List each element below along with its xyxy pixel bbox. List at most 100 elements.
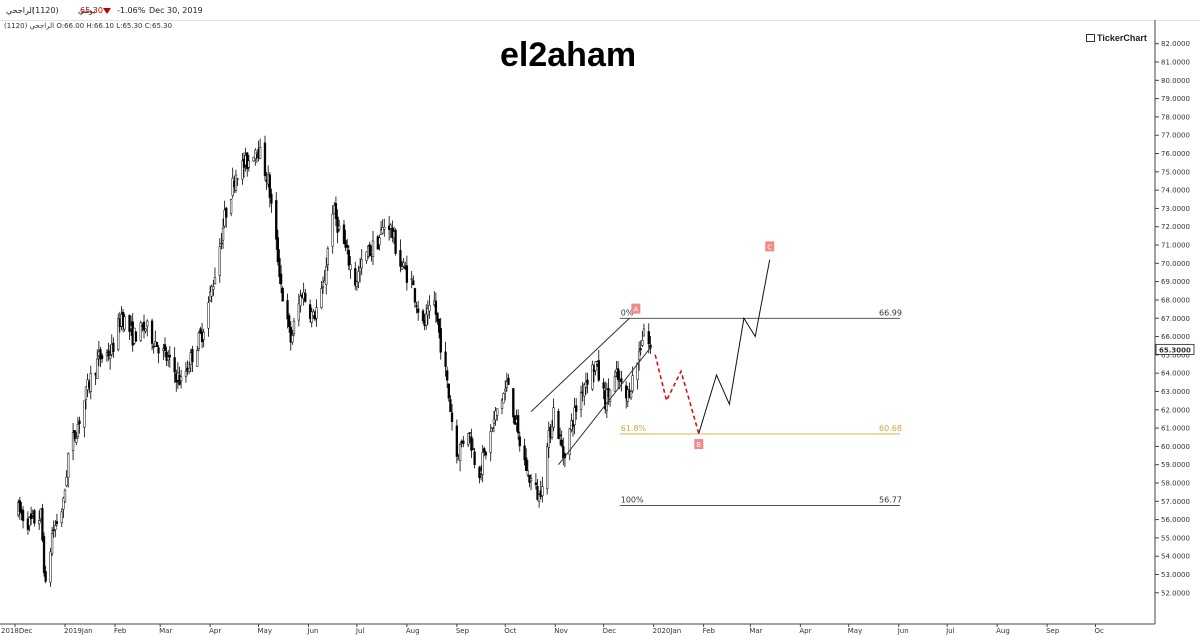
candle-body <box>439 328 442 353</box>
candle-body <box>54 525 57 530</box>
candle-body <box>502 393 505 404</box>
down-arrow-icon <box>103 8 111 14</box>
price-tick-label: 79.0000 <box>1161 95 1190 103</box>
candle-body <box>500 399 504 410</box>
candle-body <box>67 453 70 478</box>
price-tick-label: 56.0000 <box>1161 516 1190 524</box>
time-tick-label: 2018Dec <box>1 627 33 635</box>
candle-body <box>254 150 257 159</box>
candle-body <box>484 452 488 456</box>
candle-body <box>641 340 644 346</box>
candle-body <box>75 438 78 443</box>
price-tick-label: 70.0000 <box>1161 260 1190 268</box>
ticker-logo-icon <box>1086 34 1095 42</box>
candle-body <box>134 331 138 342</box>
candlestick-series <box>17 135 652 587</box>
last-price-tag <box>1155 343 1195 355</box>
candle-body <box>573 407 576 426</box>
ticker-header: الراجحي (1120) يومي 65.30 -1.06% Dec 30,… <box>0 0 1200 21</box>
time-tick-label: Apr <box>209 627 221 635</box>
candle-body <box>523 445 526 461</box>
price-tick-label: 74.0000 <box>1161 187 1190 195</box>
candle-body <box>89 373 92 392</box>
candle-body <box>421 310 425 322</box>
candle-body <box>270 193 273 204</box>
candle-body <box>399 250 402 267</box>
price-tick-label: 61.0000 <box>1161 425 1190 433</box>
candle-body <box>613 375 617 392</box>
candle-body <box>512 388 515 418</box>
candle-body <box>591 364 594 390</box>
candle-body <box>450 412 454 422</box>
price-tick-label: 59.0000 <box>1161 461 1190 469</box>
candle-body <box>139 322 142 341</box>
candle-body <box>191 348 194 363</box>
candle-body <box>18 500 21 512</box>
candle-body <box>336 216 339 233</box>
price-tick-label: 54.0000 <box>1161 553 1190 561</box>
candle-body <box>583 384 586 397</box>
candle-body <box>286 300 289 320</box>
candle-body <box>413 288 417 303</box>
candle-body <box>213 277 217 285</box>
candle-body <box>357 271 360 283</box>
candle-body <box>288 315 291 327</box>
time-tick-label: Feb <box>703 627 716 635</box>
chart-drawings: 0% 66.99 61.8% 60.68 100% 56.77 A B C <box>530 241 902 506</box>
candle-body <box>571 424 575 427</box>
candle-body <box>394 229 397 254</box>
candle-body <box>268 174 271 198</box>
candle-body <box>241 160 244 180</box>
candle-body <box>526 470 529 476</box>
price-tick-label: 67.0000 <box>1161 315 1190 323</box>
candle-body <box>152 346 155 348</box>
candle-body <box>491 427 494 429</box>
candle-body <box>344 240 347 248</box>
fib-level-value: 60.68 <box>879 424 902 433</box>
candle-body <box>629 391 633 399</box>
candle-body <box>381 227 384 234</box>
fib-level-label: 0% <box>621 308 634 317</box>
price-tick-label: 81.0000 <box>1161 59 1190 67</box>
price-tick-label: 66.0000 <box>1161 333 1190 341</box>
time-tick-label: 2020Jan <box>653 627 682 635</box>
time-tick-label: Feb <box>114 627 127 635</box>
candle-body <box>412 280 415 286</box>
candle-body <box>402 262 405 267</box>
candle-body <box>455 425 459 457</box>
ticker-price: 65.30 <box>80 6 103 15</box>
candle-body <box>541 486 544 496</box>
candle-body <box>636 362 639 380</box>
time-tick-label: 2019Jan <box>64 627 93 635</box>
candle-body <box>128 315 131 332</box>
time-tick-label: Aug <box>406 627 420 635</box>
candle-body <box>315 307 318 319</box>
candle-body <box>304 293 307 302</box>
candle-body <box>483 448 486 453</box>
candle-body <box>631 375 634 392</box>
candle-body <box>144 328 147 332</box>
candle-body <box>525 457 528 471</box>
price-tick-label: 69.0000 <box>1161 278 1190 286</box>
candle-body <box>321 286 325 288</box>
time-tick-label: May <box>848 627 862 635</box>
price-tick-label: 62.0000 <box>1161 406 1190 414</box>
candle-body <box>117 318 120 350</box>
candle-body <box>446 370 449 381</box>
candle-body <box>50 533 54 554</box>
price-tick-label: 77.0000 <box>1161 132 1190 140</box>
time-tick-label: Mar <box>749 627 762 635</box>
candle-body <box>602 382 605 389</box>
candle-body <box>400 266 404 270</box>
candle-body <box>557 411 560 439</box>
wave-label: B <box>696 441 701 449</box>
candle-body <box>71 432 75 451</box>
price-tick-label: 60.0000 <box>1161 443 1190 451</box>
candle-body <box>41 508 44 541</box>
candle-body <box>354 268 357 286</box>
candle-body <box>575 405 578 412</box>
candle-body <box>291 335 294 343</box>
ticker-code: (1120) <box>32 6 59 15</box>
projection-path <box>654 354 700 434</box>
candle-body <box>473 451 476 465</box>
